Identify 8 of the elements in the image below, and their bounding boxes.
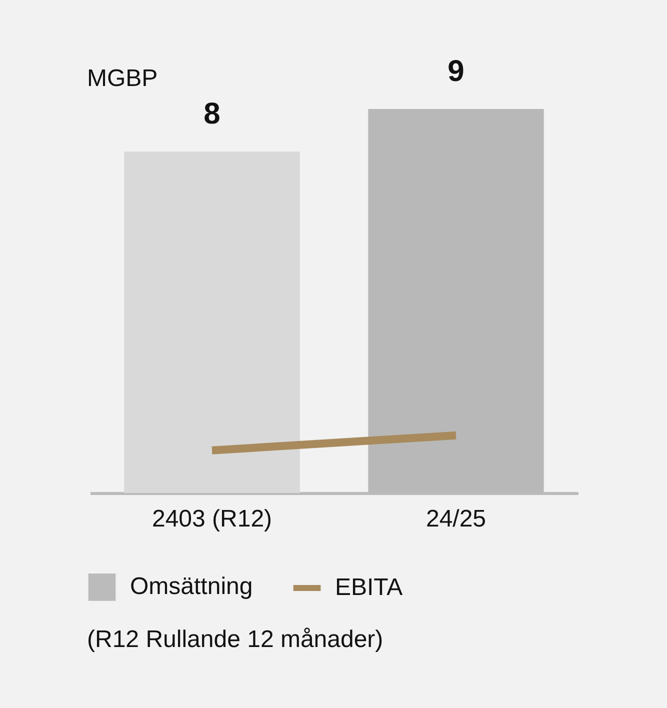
legend-label: Omsättning bbox=[130, 573, 253, 600]
x-tick-label: 24/25 bbox=[426, 506, 486, 532]
text: (R12 Rullande 12 månader) bbox=[87, 626, 384, 653]
x-tick-label: 2403 (R12) bbox=[152, 506, 272, 532]
data-label: 9 bbox=[448, 55, 464, 88]
y-axis-title: MGBP bbox=[87, 65, 158, 92]
legend-label: EBITA bbox=[335, 574, 403, 601]
data-label: 8 bbox=[204, 98, 220, 131]
